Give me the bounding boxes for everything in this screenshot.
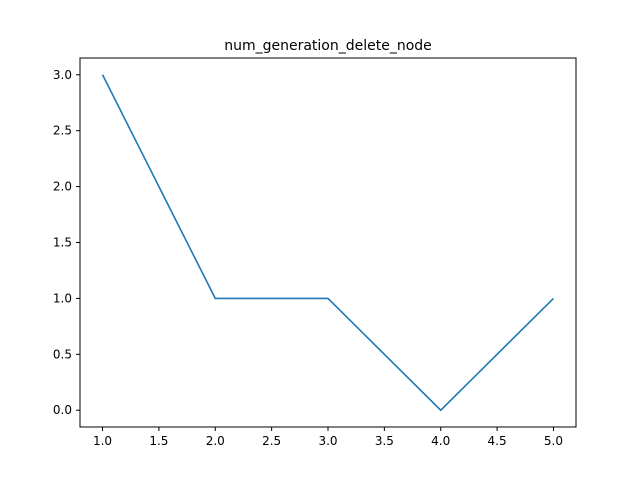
x-tick-label: 4.0: [431, 434, 450, 448]
axes-frame: [79, 57, 577, 428]
x-tick-label: 2.0: [206, 434, 225, 448]
x-axis: 1.0 1.5 2.0 2.5 3.0 3.5 4.0 4.5 5.0: [93, 427, 563, 448]
x-tick-label: 1.5: [149, 434, 168, 448]
x-tick-label: 1.0: [93, 434, 112, 448]
x-tick-label: 3.5: [375, 434, 394, 448]
x-tick-label: 4.5: [488, 434, 507, 448]
chart-title: num_generation_delete_node: [224, 38, 432, 54]
y-tick-label: 3.0: [53, 68, 72, 82]
x-tick-label: 5.0: [544, 434, 563, 448]
y-tick-label: 2.5: [53, 124, 72, 138]
y-tick-label: 0.5: [53, 347, 72, 361]
y-tick-label: 2.0: [53, 180, 72, 194]
x-tick-label: 2.5: [262, 434, 281, 448]
y-axis: 0.0 0.5 1.0 1.5 2.0 2.5 3.0: [53, 68, 80, 417]
series-line-0: [101, 74, 555, 412]
y-tick-label: 1.0: [53, 291, 72, 305]
series-group: [101, 74, 555, 412]
y-tick-label: 0.0: [53, 403, 72, 417]
x-tick-label: 3.0: [318, 434, 337, 448]
y-tick-label: 1.5: [53, 236, 72, 250]
